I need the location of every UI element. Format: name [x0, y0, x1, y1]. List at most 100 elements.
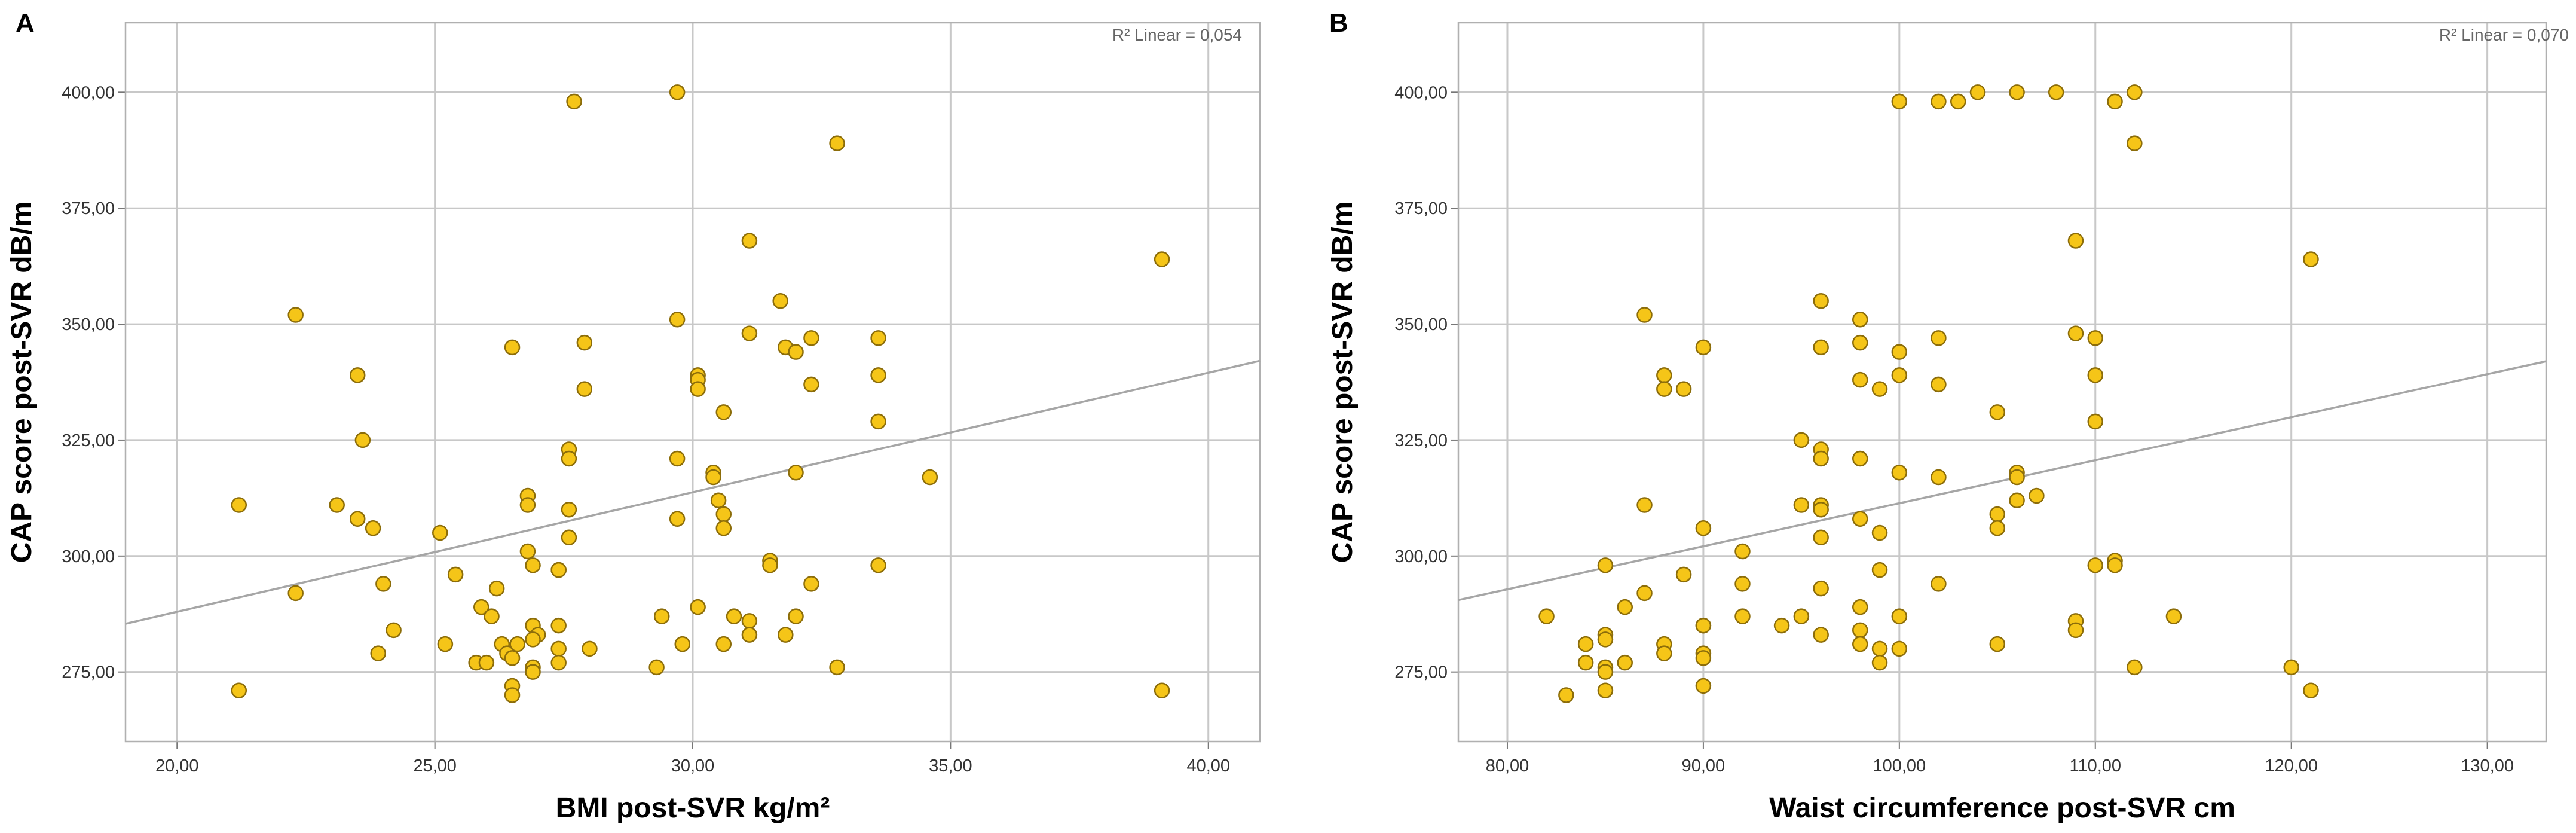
data-point	[2048, 84, 2064, 100]
data-point	[788, 464, 804, 481]
data-point	[715, 520, 732, 536]
data-point	[741, 233, 758, 249]
data-point	[484, 608, 500, 624]
data-point	[1597, 664, 1614, 680]
data-point	[2165, 608, 2182, 624]
data-point	[870, 367, 886, 383]
data-point	[2303, 251, 2319, 267]
data-point	[566, 93, 582, 110]
plot-frame	[124, 22, 1261, 743]
data-point	[1577, 654, 1594, 671]
data-point	[1931, 469, 1947, 486]
data-point	[1695, 520, 1712, 536]
data-point	[1734, 608, 1751, 624]
data-point	[1656, 645, 1672, 661]
y-tick-label: 300,00	[1394, 547, 1448, 566]
data-point	[778, 627, 794, 643]
data-point	[375, 576, 391, 592]
data-point	[525, 557, 541, 573]
x-tick-label: 20,00	[155, 756, 199, 776]
x-tick-label: 100,00	[1873, 756, 1926, 776]
x-tick-label: 110,00	[2069, 756, 2121, 776]
panel-a: A 20,00 25,00 30,00 35,00 40,00 275,00 300,00 3…	[0, 0, 1279, 833]
data-point	[550, 640, 567, 657]
data-point	[1871, 640, 1888, 657]
data-point	[1597, 557, 1614, 573]
data-point	[1597, 682, 1614, 698]
data-point	[1734, 576, 1751, 592]
x-axis-label: BMI post-SVR kg/m²	[556, 792, 830, 824]
data-point	[870, 413, 886, 430]
y-axis-label: CAP score post-SVR dB/m	[6, 202, 38, 563]
data-point	[519, 497, 536, 513]
data-point	[2009, 492, 2025, 508]
data-point	[1950, 93, 1966, 110]
y-tick-label: 400,00	[1394, 83, 1448, 102]
data-point	[674, 636, 690, 652]
data-point	[1871, 654, 1888, 671]
data-point	[1695, 650, 1712, 666]
data-point	[741, 325, 758, 341]
data-point	[1891, 367, 1908, 383]
data-point	[561, 450, 577, 467]
data-point	[576, 381, 593, 397]
data-point	[1734, 543, 1751, 560]
y-axis-label: CAP score post-SVR dB/m	[1327, 202, 1359, 563]
y-tick-label: 400,00	[62, 83, 115, 102]
x-tick-label: 30,00	[671, 756, 715, 776]
data-point	[287, 307, 304, 323]
data-point	[550, 654, 567, 671]
data-point	[1695, 339, 1712, 356]
data-point	[1931, 576, 1947, 592]
data-point	[741, 613, 758, 629]
panel-b: B 80,00 90,00 100,00 110,00 120,00 130,00 275,…	[1315, 0, 2576, 833]
data-point	[1656, 381, 1672, 397]
x-axis-label: Waist circumference post-SVR cm	[1769, 792, 2235, 824]
data-point	[1852, 599, 1868, 615]
data-point	[287, 585, 304, 602]
data-point	[2029, 487, 2045, 504]
r2-label: R² Linear = 0,070	[2439, 26, 2569, 44]
panel-letter: B	[1329, 8, 1348, 38]
data-point	[349, 511, 366, 527]
data-point	[447, 566, 464, 583]
data-point	[2067, 325, 2084, 341]
data-point	[525, 664, 541, 680]
data-point	[1154, 682, 1170, 698]
data-point	[2087, 557, 2104, 573]
scatter-chart-bmi: 20,00 25,00 30,00 35,00 40,00 275,00 300,00 325…	[6, 22, 1261, 824]
data-point	[710, 492, 727, 508]
data-point	[525, 631, 541, 648]
y-tick-label: 325,00	[1394, 431, 1448, 450]
data-point	[386, 622, 402, 639]
data-point	[509, 636, 525, 652]
data-point	[504, 650, 521, 666]
x-tick-label: 25,00	[413, 756, 457, 776]
y-tick-label: 300,00	[62, 547, 115, 566]
data-point	[669, 312, 686, 328]
data-point	[365, 520, 381, 536]
y-tick-label: 375,00	[1394, 199, 1448, 218]
data-point	[1813, 502, 1829, 518]
data-point	[705, 469, 721, 486]
data-point	[1695, 678, 1712, 694]
y-tick-label: 375,00	[62, 199, 115, 218]
data-point	[2283, 659, 2299, 676]
data-point	[788, 608, 804, 624]
data-point	[669, 511, 686, 527]
data-point	[1931, 376, 1947, 393]
x-tick-label: 40,00	[1186, 756, 1230, 776]
x-tick-label: 80,00	[1486, 756, 1529, 776]
data-point	[1871, 562, 1888, 578]
data-point	[1891, 640, 1908, 657]
data-point	[2009, 84, 2025, 100]
data-point	[870, 330, 886, 346]
panel-letter: A	[16, 8, 35, 38]
data-point	[1695, 617, 1712, 634]
data-point	[1852, 334, 1868, 351]
data-point	[1617, 599, 1633, 615]
data-point	[370, 645, 386, 661]
r2-label: R² Linear = 0,054	[1112, 26, 1242, 44]
data-point	[1656, 367, 1672, 383]
scatter-chart-waist: 80,00 90,00 100,00 110,00 120,00 130,00 275,00…	[1327, 22, 2569, 824]
